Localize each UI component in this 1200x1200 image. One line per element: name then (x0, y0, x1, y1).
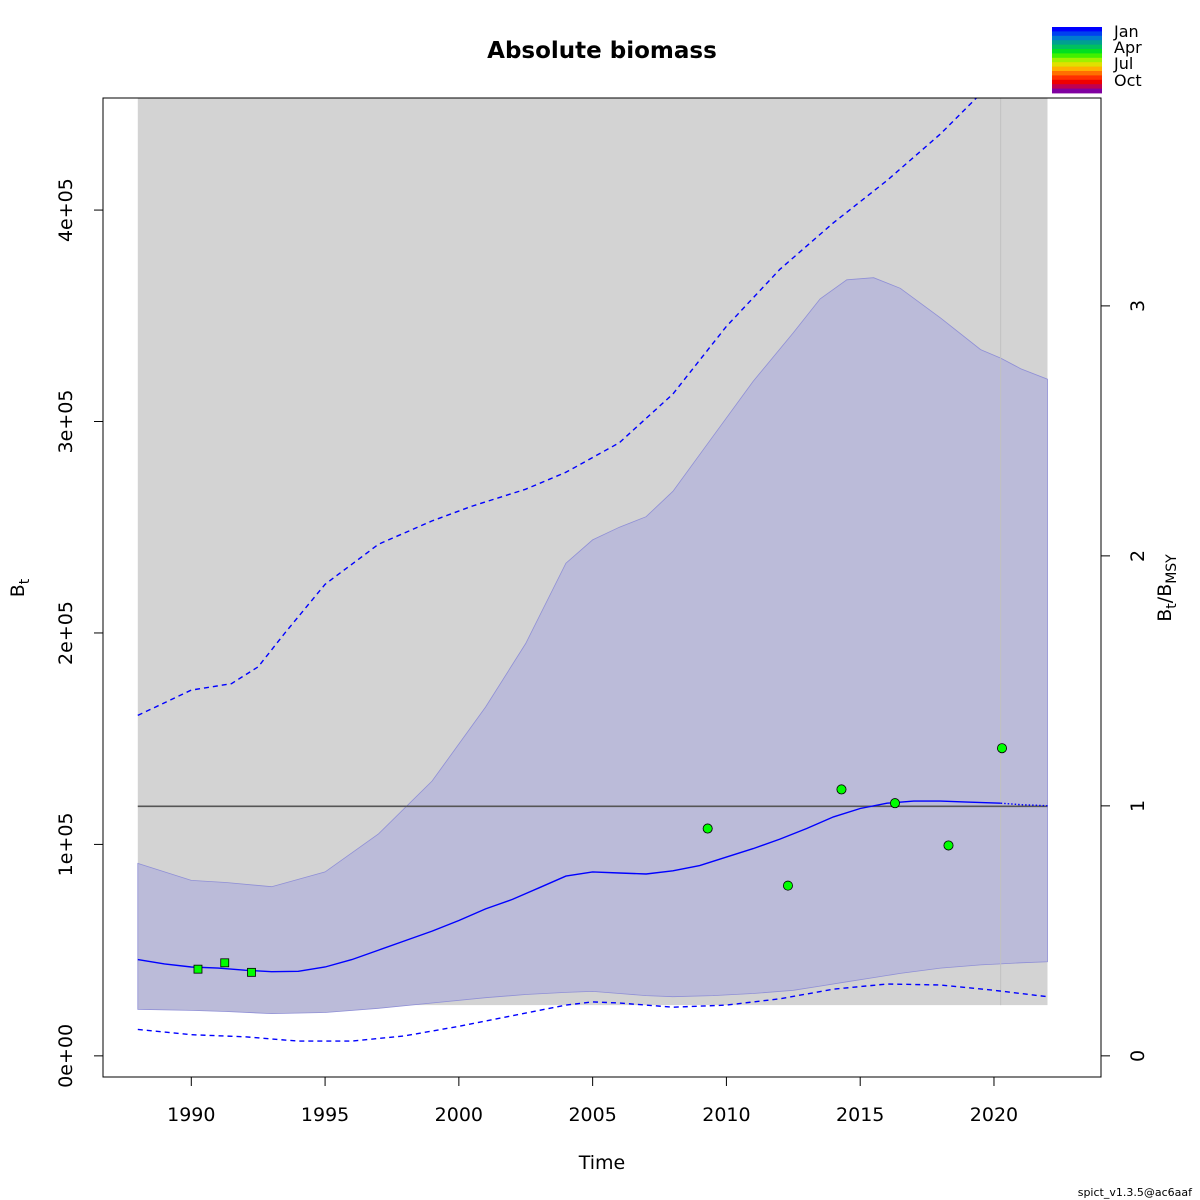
x-tick-label: 1990 (167, 1104, 215, 1126)
index-1-point (193, 964, 203, 974)
x-tick-label: 2005 (568, 1104, 616, 1126)
legend-color-swatch (1052, 84, 1102, 89)
y2-axis-label: Bt/BMSY (1154, 554, 1180, 622)
series-line-0 (137, 800, 1001, 973)
y2-axis-label-sub2: MSY (1164, 554, 1180, 584)
legend-color-swatch (1052, 57, 1102, 63)
legend-label: Apr (1114, 38, 1142, 57)
legend-color-swatch (1052, 40, 1102, 45)
x-axis: 1990 1995 2000 2005 2010 2015 2020 (167, 1076, 1018, 1126)
legend-color-swatch (1052, 27, 1102, 32)
legend-label: Jan (1113, 22, 1139, 41)
y2-axis-label-main: B (1154, 609, 1176, 622)
y2-axis-label-sep: /B (1154, 584, 1176, 603)
y2-tick-label: 0 (1127, 1050, 1149, 1062)
index-2-point (997, 743, 1008, 754)
series-line-2 (137, 98, 978, 717)
y2-tick-label: 1 (1127, 800, 1149, 812)
index-1-point (247, 967, 256, 977)
y-tick-label: 2e+05 (55, 601, 77, 665)
legend-color-swatch (1052, 31, 1102, 37)
index-2-point (836, 784, 847, 795)
y2-tick-label: 2 (1127, 550, 1149, 562)
legend-color-swatch (1052, 35, 1102, 41)
index-2-point (782, 880, 793, 891)
legend-color-swatch (1052, 79, 1102, 85)
y2-tick-label: 3 (1127, 300, 1149, 312)
plot-area (137, 98, 1048, 1042)
y-axis-label-main: B (7, 584, 29, 597)
x-tick-label: 1995 (301, 1104, 349, 1126)
legend-color-swatch (1052, 75, 1102, 81)
x-tick-label: 2000 (435, 1104, 483, 1126)
y2-axis-label-sub1: t (1164, 603, 1180, 609)
x-tick-label: 2010 (702, 1104, 750, 1126)
legend-color-swatch (1052, 66, 1102, 72)
legend-color-swatch (1052, 44, 1102, 50)
chart-title: Absolute biomass (487, 38, 717, 64)
x-tick-label: 2015 (836, 1104, 884, 1126)
y-tick-label: 4e+05 (55, 178, 77, 242)
y-axis-label: Bt (7, 578, 33, 597)
legend-label: Jul (1113, 54, 1133, 73)
y-tick-label: 1e+05 (55, 812, 77, 876)
legend-color-swatch (1052, 53, 1102, 59)
y-axis-label-sub: t (17, 578, 33, 584)
x-axis-label: Time (578, 1152, 626, 1174)
x-tick-label: 2020 (970, 1104, 1018, 1126)
index-2-point (943, 840, 954, 851)
y-tick-label: 0e+00 (55, 1024, 77, 1088)
y-tick-label: 3e+05 (55, 390, 77, 454)
version-footer: spict_v1.3.5@ac6aaf (1078, 1186, 1193, 1199)
ci-band (137, 277, 1048, 1015)
legend-color-swatch (1052, 71, 1102, 76)
index-1-point (220, 958, 230, 968)
legend-color-swatch (1052, 88, 1102, 94)
index-2-point (889, 798, 900, 809)
index-2-point (702, 823, 713, 834)
legend-color-swatch (1052, 49, 1102, 54)
legend-color-swatch (1052, 62, 1102, 67)
legend-label: Oct (1114, 71, 1142, 90)
y-axis: 0e+00 1e+05 2e+05 3e+05 4e+05 (55, 178, 103, 1088)
y2-axis: 0 1 2 3 (1101, 300, 1149, 1062)
